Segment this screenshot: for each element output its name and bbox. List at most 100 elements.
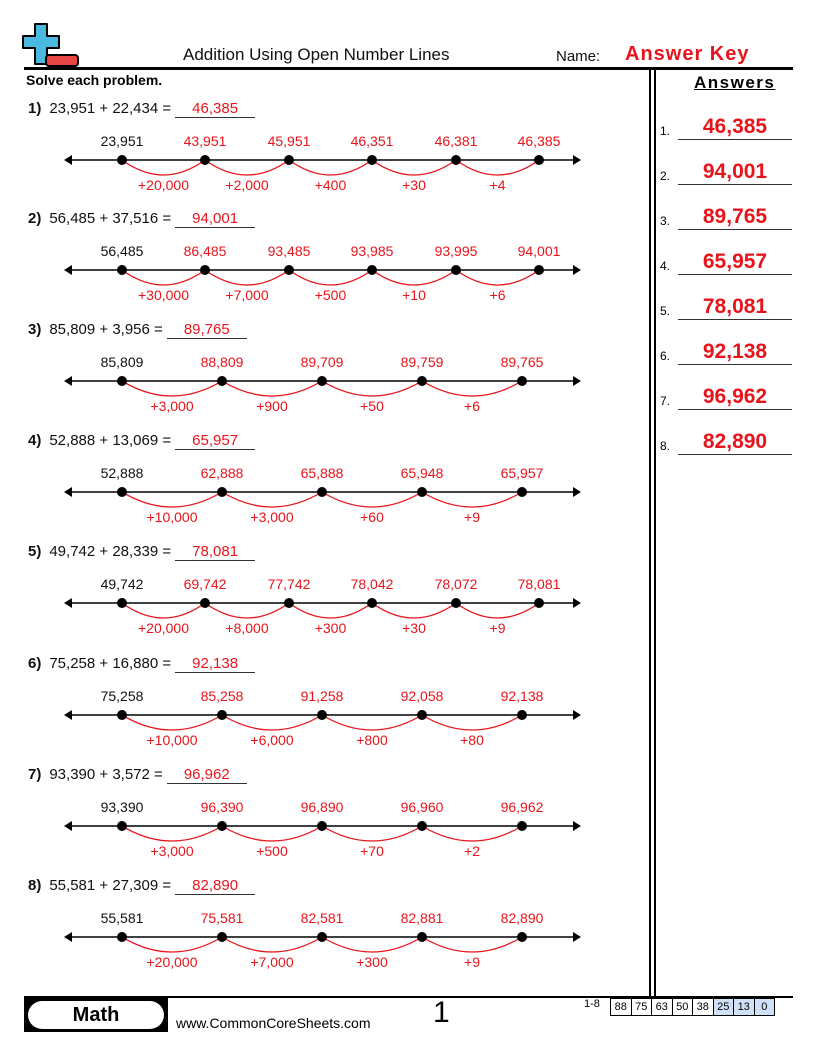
point-label: 43,951 [184, 133, 227, 149]
subject-label: Math [28, 1001, 164, 1029]
jump-arc [321, 380, 423, 397]
jump-arc [421, 714, 523, 731]
jump-label: +4 [490, 177, 506, 193]
answer-blank[interactable]: 92,138 [175, 655, 256, 673]
answer-number: 4. [660, 259, 671, 273]
answer-blank[interactable]: 96,962 [166, 766, 247, 784]
jump-label: +30,000 [138, 287, 189, 303]
jump-label: +50 [360, 398, 384, 414]
point-dot [200, 598, 210, 608]
number-line-1: +20,000 +2,000 +400 +30 +4 23,951 43,951 45,951… [64, 133, 581, 193]
point-label: 92,058 [401, 688, 444, 704]
jump-label: +2,000 [225, 177, 268, 193]
score-cell: 38 [692, 999, 713, 1015]
jump-arc [321, 825, 423, 842]
jump-label: +70 [360, 843, 384, 859]
answer-number: 5. [660, 304, 671, 318]
point-label: 78,081 [518, 576, 561, 592]
arrow-right-icon [573, 376, 581, 386]
point-dot [367, 265, 377, 275]
instructions: Solve each problem. [26, 72, 163, 88]
point-label: 45,951 [268, 133, 311, 149]
point-label: 52,888 [101, 465, 144, 481]
point-dot [200, 155, 210, 165]
point-label: 96,960 [401, 799, 444, 815]
answer-blank[interactable]: 78,081 [175, 543, 256, 561]
point-label: 65,948 [401, 465, 444, 481]
column-divider-left [649, 68, 651, 996]
jump-arc [421, 825, 523, 842]
point-dot [517, 376, 527, 386]
point-dot [534, 155, 544, 165]
jump-label: +60 [360, 509, 384, 525]
problem-number: 8) [28, 877, 42, 894]
problem-8: 8) 55,581 + 27,309 = 82,890 [28, 877, 256, 895]
jump-arc [421, 380, 523, 397]
jump-arc [455, 602, 540, 619]
site-url: www.CommonCoreSheets.com [176, 1015, 371, 1031]
answer-value: 96,962 [678, 385, 792, 410]
problem-expression: 23,951 + 22,434 = [49, 100, 172, 117]
arrow-left-icon [64, 265, 72, 275]
answer-row-7: 7. 96,962 [660, 380, 792, 410]
jump-label: +300 [356, 954, 388, 970]
answer-blank[interactable]: 94,001 [175, 210, 256, 228]
jump-label: +20,000 [138, 620, 189, 636]
point-dot [451, 598, 461, 608]
footer-divider [24, 996, 793, 998]
answer-blank[interactable]: 65,957 [175, 432, 256, 450]
point-label: 78,072 [435, 576, 478, 592]
point-dot [317, 821, 327, 831]
problem-number: 3) [28, 321, 42, 338]
point-dot [417, 376, 427, 386]
score-cell: 88 [614, 1001, 627, 1013]
point-dot [284, 155, 294, 165]
answer-number: 6. [660, 349, 671, 363]
point-dot [117, 932, 127, 942]
point-label: 75,258 [101, 688, 144, 704]
point-label: 85,258 [201, 688, 244, 704]
jump-arc [221, 936, 323, 953]
arrow-left-icon [64, 376, 72, 386]
problem-6: 6) 75,258 + 16,880 = 92,138 [28, 655, 256, 673]
answer-blank[interactable]: 89,765 [166, 321, 247, 339]
jump-arc [121, 602, 206, 619]
jump-arc [371, 269, 457, 286]
jump-arc [455, 159, 540, 176]
jump-label: +20,000 [147, 954, 198, 970]
jump-arc [288, 602, 373, 619]
point-label: 56,485 [101, 243, 144, 259]
score-cell: 13 [733, 999, 754, 1015]
point-label: 89,709 [301, 354, 344, 370]
answer-number: 8. [660, 439, 671, 453]
arrow-left-icon [64, 710, 72, 720]
problem-expression: 52,888 + 13,069 = [49, 432, 172, 449]
answer-row-4: 4. 65,957 [660, 245, 792, 275]
score-cell: 75 [630, 999, 652, 1015]
point-dot [117, 598, 127, 608]
point-dot [417, 487, 427, 497]
point-dot [517, 487, 527, 497]
point-label: 92,138 [501, 688, 544, 704]
problem-2: 2) 56,485 + 37,516 = 94,001 [28, 210, 256, 228]
jump-label: +900 [256, 398, 288, 414]
point-dot [534, 265, 544, 275]
answer-blank[interactable]: 82,890 [175, 877, 256, 895]
point-dot [117, 265, 127, 275]
number-line-6: +10,000 +6,000 +800 +80 75,258 85,258 91,258 92… [64, 688, 581, 748]
jump-label: +3,000 [150, 843, 193, 859]
answer-value: 46,385 [678, 115, 792, 140]
score-cell: 25 [712, 999, 733, 1015]
point-dot [117, 821, 127, 831]
arrow-right-icon [573, 710, 581, 720]
point-label: 46,351 [351, 133, 394, 149]
jump-arc [121, 491, 223, 508]
jump-arc [371, 602, 457, 619]
point-label: 46,385 [518, 133, 561, 149]
answer-blank[interactable]: 46,385 [175, 100, 256, 118]
page-number: 1 [433, 996, 450, 1029]
answer-value: 65,957 [678, 250, 792, 275]
jump-label: +3,000 [250, 509, 293, 525]
answers-heading: Answers [694, 73, 776, 92]
number-line-3: +3,000 +900 +50 +6 85,809 88,809 89,709 89,759 8… [64, 354, 581, 414]
